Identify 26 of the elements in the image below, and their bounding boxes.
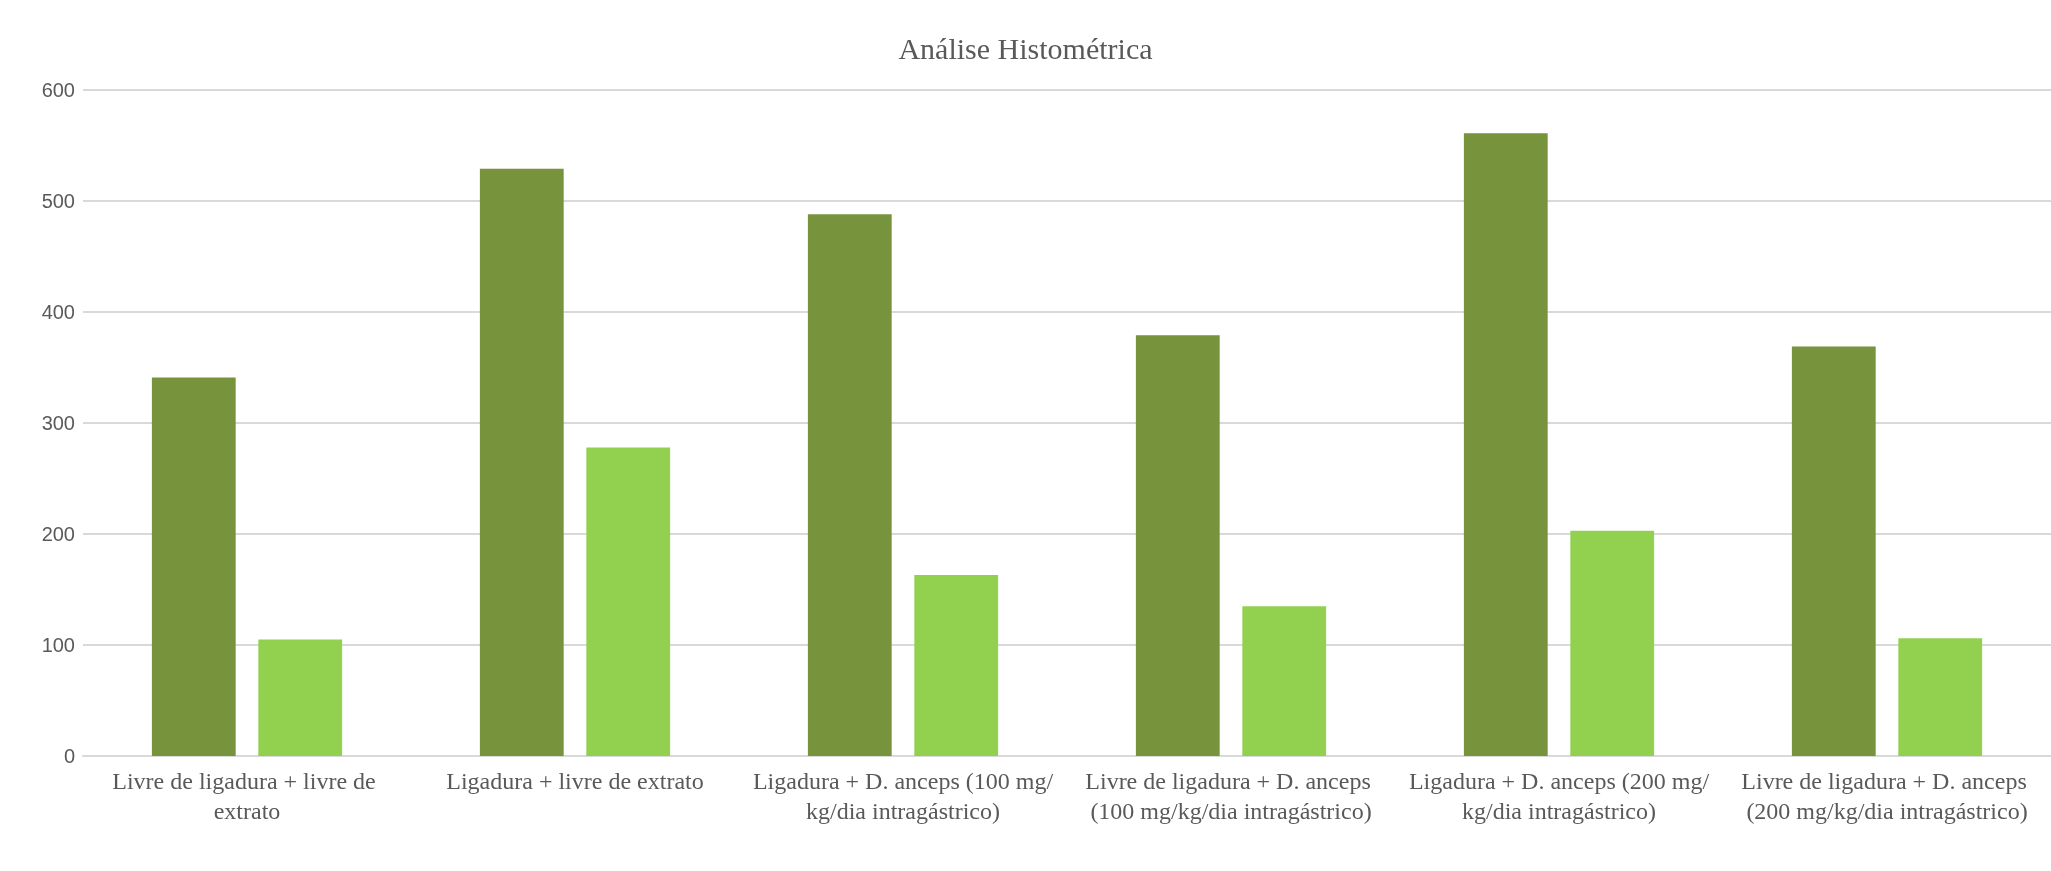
chart-title: Análise Histométrica — [898, 31, 1153, 65]
bar — [1135, 335, 1220, 756]
x-tick-label: Livre de ligadura + D. anceps (100 mg/kg/dia intragástrico) — [1085, 768, 1377, 824]
bar — [151, 377, 236, 756]
y-tick-label: 400 — [41, 301, 75, 323]
bar — [1242, 606, 1327, 756]
bar — [807, 214, 892, 756]
x-tick-label: Ligadura + livre de extrato — [446, 768, 704, 794]
y-tick-label: 600 — [41, 79, 75, 101]
y-tick-label: 500 — [41, 190, 75, 212]
bar — [1791, 346, 1876, 756]
bar — [479, 168, 564, 756]
y-tick-label: 100 — [41, 634, 75, 656]
x-tick-label: Livre de ligadura + D. anceps (200 mg/kg/dia intragástrico) — [1741, 768, 2033, 824]
bar — [1898, 638, 1983, 756]
bar — [1463, 133, 1548, 756]
bar — [258, 639, 343, 756]
y-tick-label: 200 — [41, 523, 75, 545]
y-tick-label: 0 — [63, 745, 75, 767]
bar — [1570, 530, 1655, 756]
x-tick-label: Ligadura + D. anceps (200 mg/kg/dia intragástrico) — [1408, 768, 1710, 824]
y-tick-label: 300 — [41, 412, 75, 434]
x-tick-label: Livre de ligadura + livre de extrato — [112, 768, 382, 824]
x-tick-label: Ligadura + D. anceps (100 mg/kg/dia intragástrico) — [752, 768, 1054, 824]
bar — [914, 575, 999, 756]
bar — [586, 447, 671, 756]
